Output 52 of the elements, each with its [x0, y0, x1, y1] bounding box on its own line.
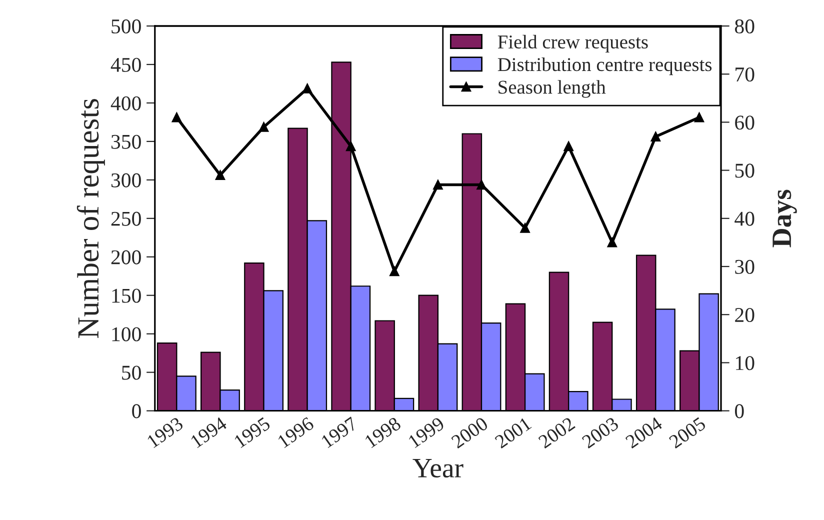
y-tick-label: 500 [112, 19, 141, 34]
point [694, 112, 704, 122]
legend-label: Season length [498, 80, 606, 98]
x-tick-label: 1994 [190, 416, 228, 448]
y-tick-label: 450 [110, 58, 141, 72]
y-tick-label: 400 [110, 96, 141, 110]
y-tick-label: 300 [111, 173, 141, 188]
y2-tick-label: 60 [735, 116, 754, 130]
point [215, 170, 226, 180]
y-tick-label: 350 [111, 134, 141, 149]
x-tick-label: 2000 [450, 416, 489, 449]
y2-tick-label: 10 [736, 356, 754, 370]
point [476, 180, 486, 190]
y-tick-label: 200 [111, 250, 141, 264]
y2-axis-title: Days [772, 190, 797, 248]
y-tick-label: 0 [132, 404, 141, 418]
y-tick-label: 250 [111, 212, 141, 226]
x-tick-label: 1996 [277, 416, 315, 448]
y-tick-label: 150 [112, 288, 141, 303]
point [390, 266, 400, 276]
y2-tick-label: 30 [735, 260, 754, 274]
x-tick-label: 1997 [320, 416, 358, 448]
x-tick-label: 1993 [146, 416, 184, 448]
point [650, 132, 661, 142]
x-tick-label: 2002 [538, 416, 576, 449]
y2-tick-label: 0 [734, 404, 744, 418]
y-axis-title: Number of requests [76, 99, 105, 338]
point [346, 141, 356, 152]
point [433, 180, 443, 190]
point [258, 122, 269, 132]
point [520, 223, 530, 233]
legend-label: Distribution centre requests [498, 57, 712, 76]
y-tick-label: 50 [122, 366, 141, 380]
x-tick-label: 1995 [234, 416, 271, 448]
y2-tick-label: 80 [734, 19, 754, 34]
x-tick-label: 1998 [364, 416, 402, 448]
x-tick-label: 1999 [408, 416, 446, 448]
x-tick-label: 2003 [581, 416, 620, 449]
point [607, 238, 617, 248]
y2-tick-label: 70 [736, 67, 754, 82]
point [564, 141, 574, 152]
legend-label: Field crew requests [498, 34, 648, 52]
x-axis-title: Year [412, 459, 464, 478]
y-tick-label: 100 [112, 327, 141, 342]
x-tick-label: 2004 [624, 416, 664, 449]
y2-tick-label: 20 [735, 308, 754, 322]
point [172, 112, 182, 122]
x-tick-label: 2005 [668, 416, 706, 449]
y2-tick-label: 40 [734, 212, 754, 226]
y2-tick-label: 50 [735, 164, 754, 178]
point [302, 84, 312, 94]
x-tick-label: 2001 [494, 416, 532, 449]
